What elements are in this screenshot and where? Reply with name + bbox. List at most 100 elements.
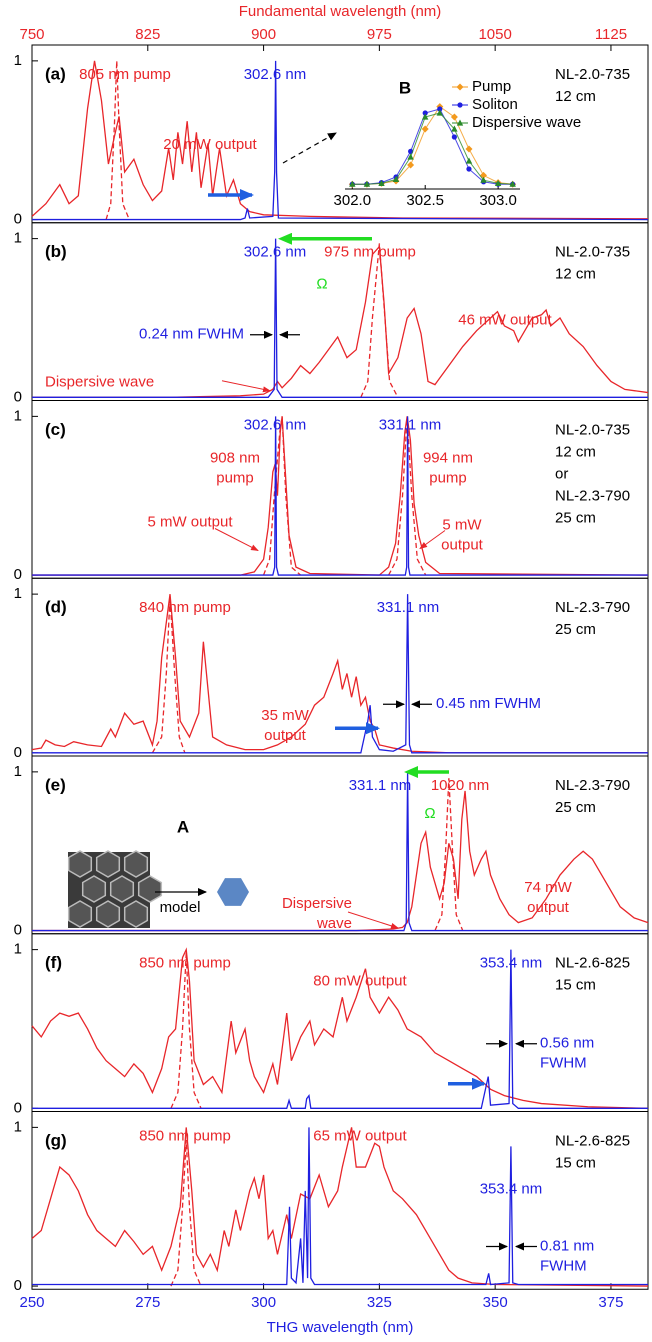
sem-cell: [123, 900, 149, 928]
panel-label: (b): [45, 242, 67, 261]
panel-label: (c): [45, 420, 66, 439]
sem-cell: [123, 850, 149, 878]
sem-cell: [95, 850, 121, 878]
sem-cell: [95, 900, 121, 928]
spectrum-line: [31, 594, 648, 754]
annotation: 353.4 nm: [480, 1180, 543, 1197]
arrow: [282, 132, 337, 164]
fiber-label: or: [555, 465, 568, 482]
inset-point: [466, 166, 472, 172]
spectrum-line: [151, 597, 186, 754]
y-tick-label: 0: [14, 211, 22, 228]
y-tick-label: 1: [14, 407, 22, 424]
annotation: 850 nm pump: [139, 955, 231, 972]
annotation: 46 mW output: [458, 312, 552, 329]
spectrum-line: [32, 60, 649, 221]
inset-point: [465, 157, 473, 164]
y-tick-label: 0: [14, 744, 22, 761]
fiber-label: NL-2.6-825: [555, 955, 630, 972]
annotation: 65 mW output: [313, 1127, 407, 1144]
inset-point: [349, 180, 356, 187]
annotation: 20 mW output: [163, 136, 257, 153]
arrow: [214, 528, 259, 551]
annotation: FWHM: [540, 1257, 587, 1274]
inset-label: B: [399, 78, 411, 97]
annotation: 0.24 nm FWHM: [139, 326, 244, 343]
fiber-label: 25 cm: [555, 621, 596, 638]
fiber-label: NL-2.3-790: [555, 777, 630, 794]
fiber-label: NL-2.0-735: [555, 66, 630, 83]
sem-cell: [67, 850, 93, 878]
annotation: 80 mW output: [313, 973, 407, 990]
annotation: 302.6 nm: [244, 66, 307, 83]
inset-point: [451, 125, 458, 132]
annotation: 302.6 nm: [244, 244, 307, 261]
inset-label: A: [177, 817, 189, 836]
spectrum-line: [360, 243, 399, 398]
x-tick-label: 350: [483, 1294, 508, 1311]
annotation: Ω: [316, 276, 327, 293]
spectrum-line: [31, 1127, 649, 1287]
annotation: output: [527, 899, 570, 916]
annotation: 331.1 nm: [349, 777, 412, 794]
x-tick-label: 300: [251, 1294, 276, 1311]
inset-point: [436, 109, 443, 116]
fiber-label: NL-2.3-790: [555, 599, 630, 616]
annotation: 908 nm: [210, 449, 260, 466]
panel-label: (d): [45, 598, 67, 617]
y-tick-label: 0: [14, 1277, 22, 1294]
spectrum-line: [31, 60, 649, 220]
y-tick-label: 1: [14, 941, 22, 958]
arrow: [221, 380, 271, 393]
inset-point: [422, 110, 428, 116]
inset-point: [451, 134, 457, 140]
legend-label: Pump: [472, 78, 511, 95]
inset-point: [456, 83, 464, 91]
arrow: [347, 911, 399, 929]
annotation: 74 mW: [524, 879, 572, 896]
panel-label: (f): [45, 953, 62, 972]
x-tick-label: 375: [598, 1294, 623, 1311]
x2-axis-title: Fundamental wavelength (nm): [239, 3, 442, 20]
fiber-label: 12 cm: [555, 266, 596, 283]
inset-point: [363, 180, 371, 187]
inset-caption: model: [160, 899, 201, 916]
spectrum-line: [32, 416, 648, 576]
fiber-label: 15 cm: [555, 977, 596, 994]
spectrum-line: [32, 416, 649, 576]
sem-cell: [109, 875, 135, 903]
y-tick-label: 1: [14, 585, 22, 602]
annotation: output: [441, 536, 484, 553]
inset-point: [421, 125, 429, 133]
inset-x-tick-label: 302.5: [406, 192, 444, 209]
inset-bg: [340, 79, 540, 207]
sem-cell: [81, 875, 107, 903]
annotation: 353.4 nm: [480, 955, 543, 972]
spectrum-line: [31, 947, 649, 1109]
annotation: pump: [216, 469, 254, 486]
legend-label: Dispersive wave: [472, 114, 581, 131]
y-tick-label: 0: [14, 922, 22, 939]
inset-point: [392, 175, 400, 182]
x2-tick-label: 1050: [478, 26, 511, 43]
fiber-label: 25 cm: [555, 799, 596, 816]
annotation: 302.6 nm: [244, 416, 307, 433]
spectrum-line: [434, 778, 464, 931]
annotation: 805 nm pump: [79, 66, 171, 83]
annotation: Ω: [424, 805, 435, 822]
x2-tick-label: 825: [135, 26, 160, 43]
legend-label: Soliton: [472, 96, 518, 113]
x2-tick-label: 1125: [595, 26, 627, 43]
spectrum-line: [170, 1140, 202, 1287]
spectrum-line: [170, 952, 202, 1109]
fiber-label: 25 cm: [555, 509, 596, 526]
panel-label: (g): [45, 1131, 67, 1150]
model-hexagon: [217, 878, 249, 906]
y-tick-label: 0: [14, 566, 22, 583]
annotation: 850 nm pump: [139, 1127, 231, 1144]
annotation: 5 mW output: [147, 513, 233, 530]
sem-cell: [137, 875, 163, 903]
annotation: 0.56 nm: [540, 1035, 594, 1052]
